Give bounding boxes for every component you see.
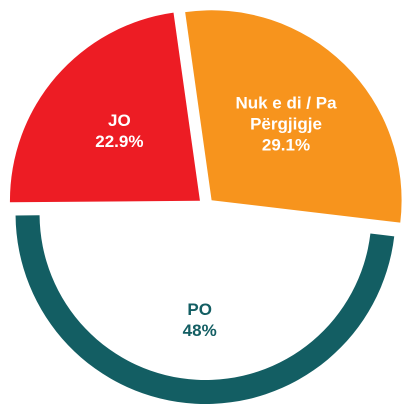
category-label: Nuk e di / Pa Përgjigje xyxy=(235,93,337,134)
slice-label: JO 22.9% xyxy=(65,110,173,152)
category-label: PO xyxy=(187,300,212,320)
value-label: 29.1% xyxy=(261,135,311,155)
pie-slice xyxy=(9,12,200,203)
value-label: 48% xyxy=(182,321,217,341)
pie-slice xyxy=(185,10,402,223)
category-label: JO xyxy=(108,111,131,131)
slice-label: Nuk e di / Pa Përgjigje 29.1% xyxy=(232,93,340,156)
value-label: 22.9% xyxy=(95,132,144,152)
pie-slice xyxy=(15,215,395,404)
slice-label: PO 48% xyxy=(146,299,254,341)
